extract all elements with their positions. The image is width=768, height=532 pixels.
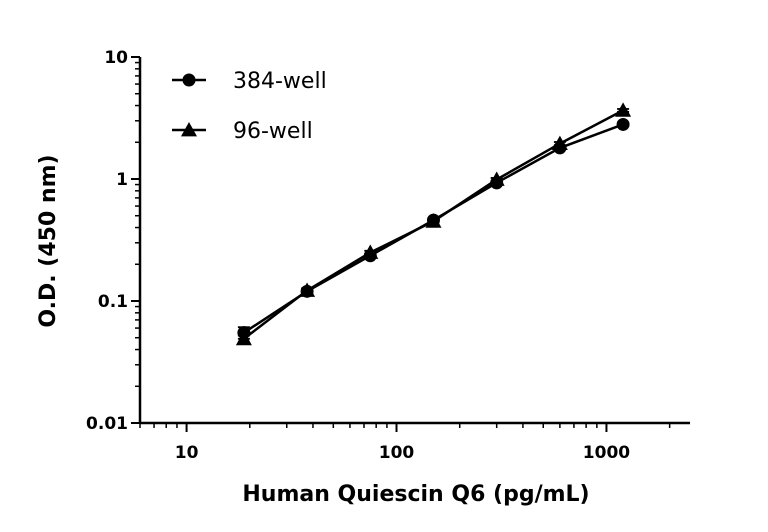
- y-tick-label: 10: [104, 48, 128, 68]
- legend: 384-well 96-well: [172, 69, 327, 144]
- y-tick-label: 0.01: [86, 414, 128, 434]
- x-axis-title: Human Quiescin Q6 (pg/mL): [242, 482, 589, 507]
- series-layer: [235, 102, 632, 346]
- x-tick-label: 100: [379, 443, 415, 463]
- legend-entry-96-well: 96-well: [172, 119, 313, 144]
- data-point: [235, 330, 252, 346]
- legend-label: 96-well: [233, 119, 313, 144]
- legend-label: 384-well: [233, 69, 327, 94]
- data-point: [425, 213, 442, 228]
- y-axis-title: O.D. (450 nm): [36, 154, 61, 327]
- data-point: [362, 244, 379, 259]
- series-384-well: [237, 117, 630, 340]
- legend-marker: [181, 122, 197, 137]
- data-point: [616, 117, 630, 131]
- y-tick-label: 0.1: [98, 292, 128, 312]
- data-point: [615, 102, 632, 117]
- series-line: [243, 123, 624, 334]
- data-point: [488, 171, 505, 186]
- axes: 10 100 1000 0.01 0.1 1 10: [86, 48, 690, 463]
- series-96-well: [235, 102, 632, 346]
- y-tick-label: 1: [116, 170, 128, 190]
- legend-entry-384-well: 384-well: [172, 69, 327, 94]
- data-point: [299, 282, 316, 297]
- x-tick-label: 1000: [583, 443, 630, 463]
- legend-marker: [182, 73, 196, 87]
- x-tick-label: 10: [175, 443, 199, 463]
- data-point: [551, 135, 568, 151]
